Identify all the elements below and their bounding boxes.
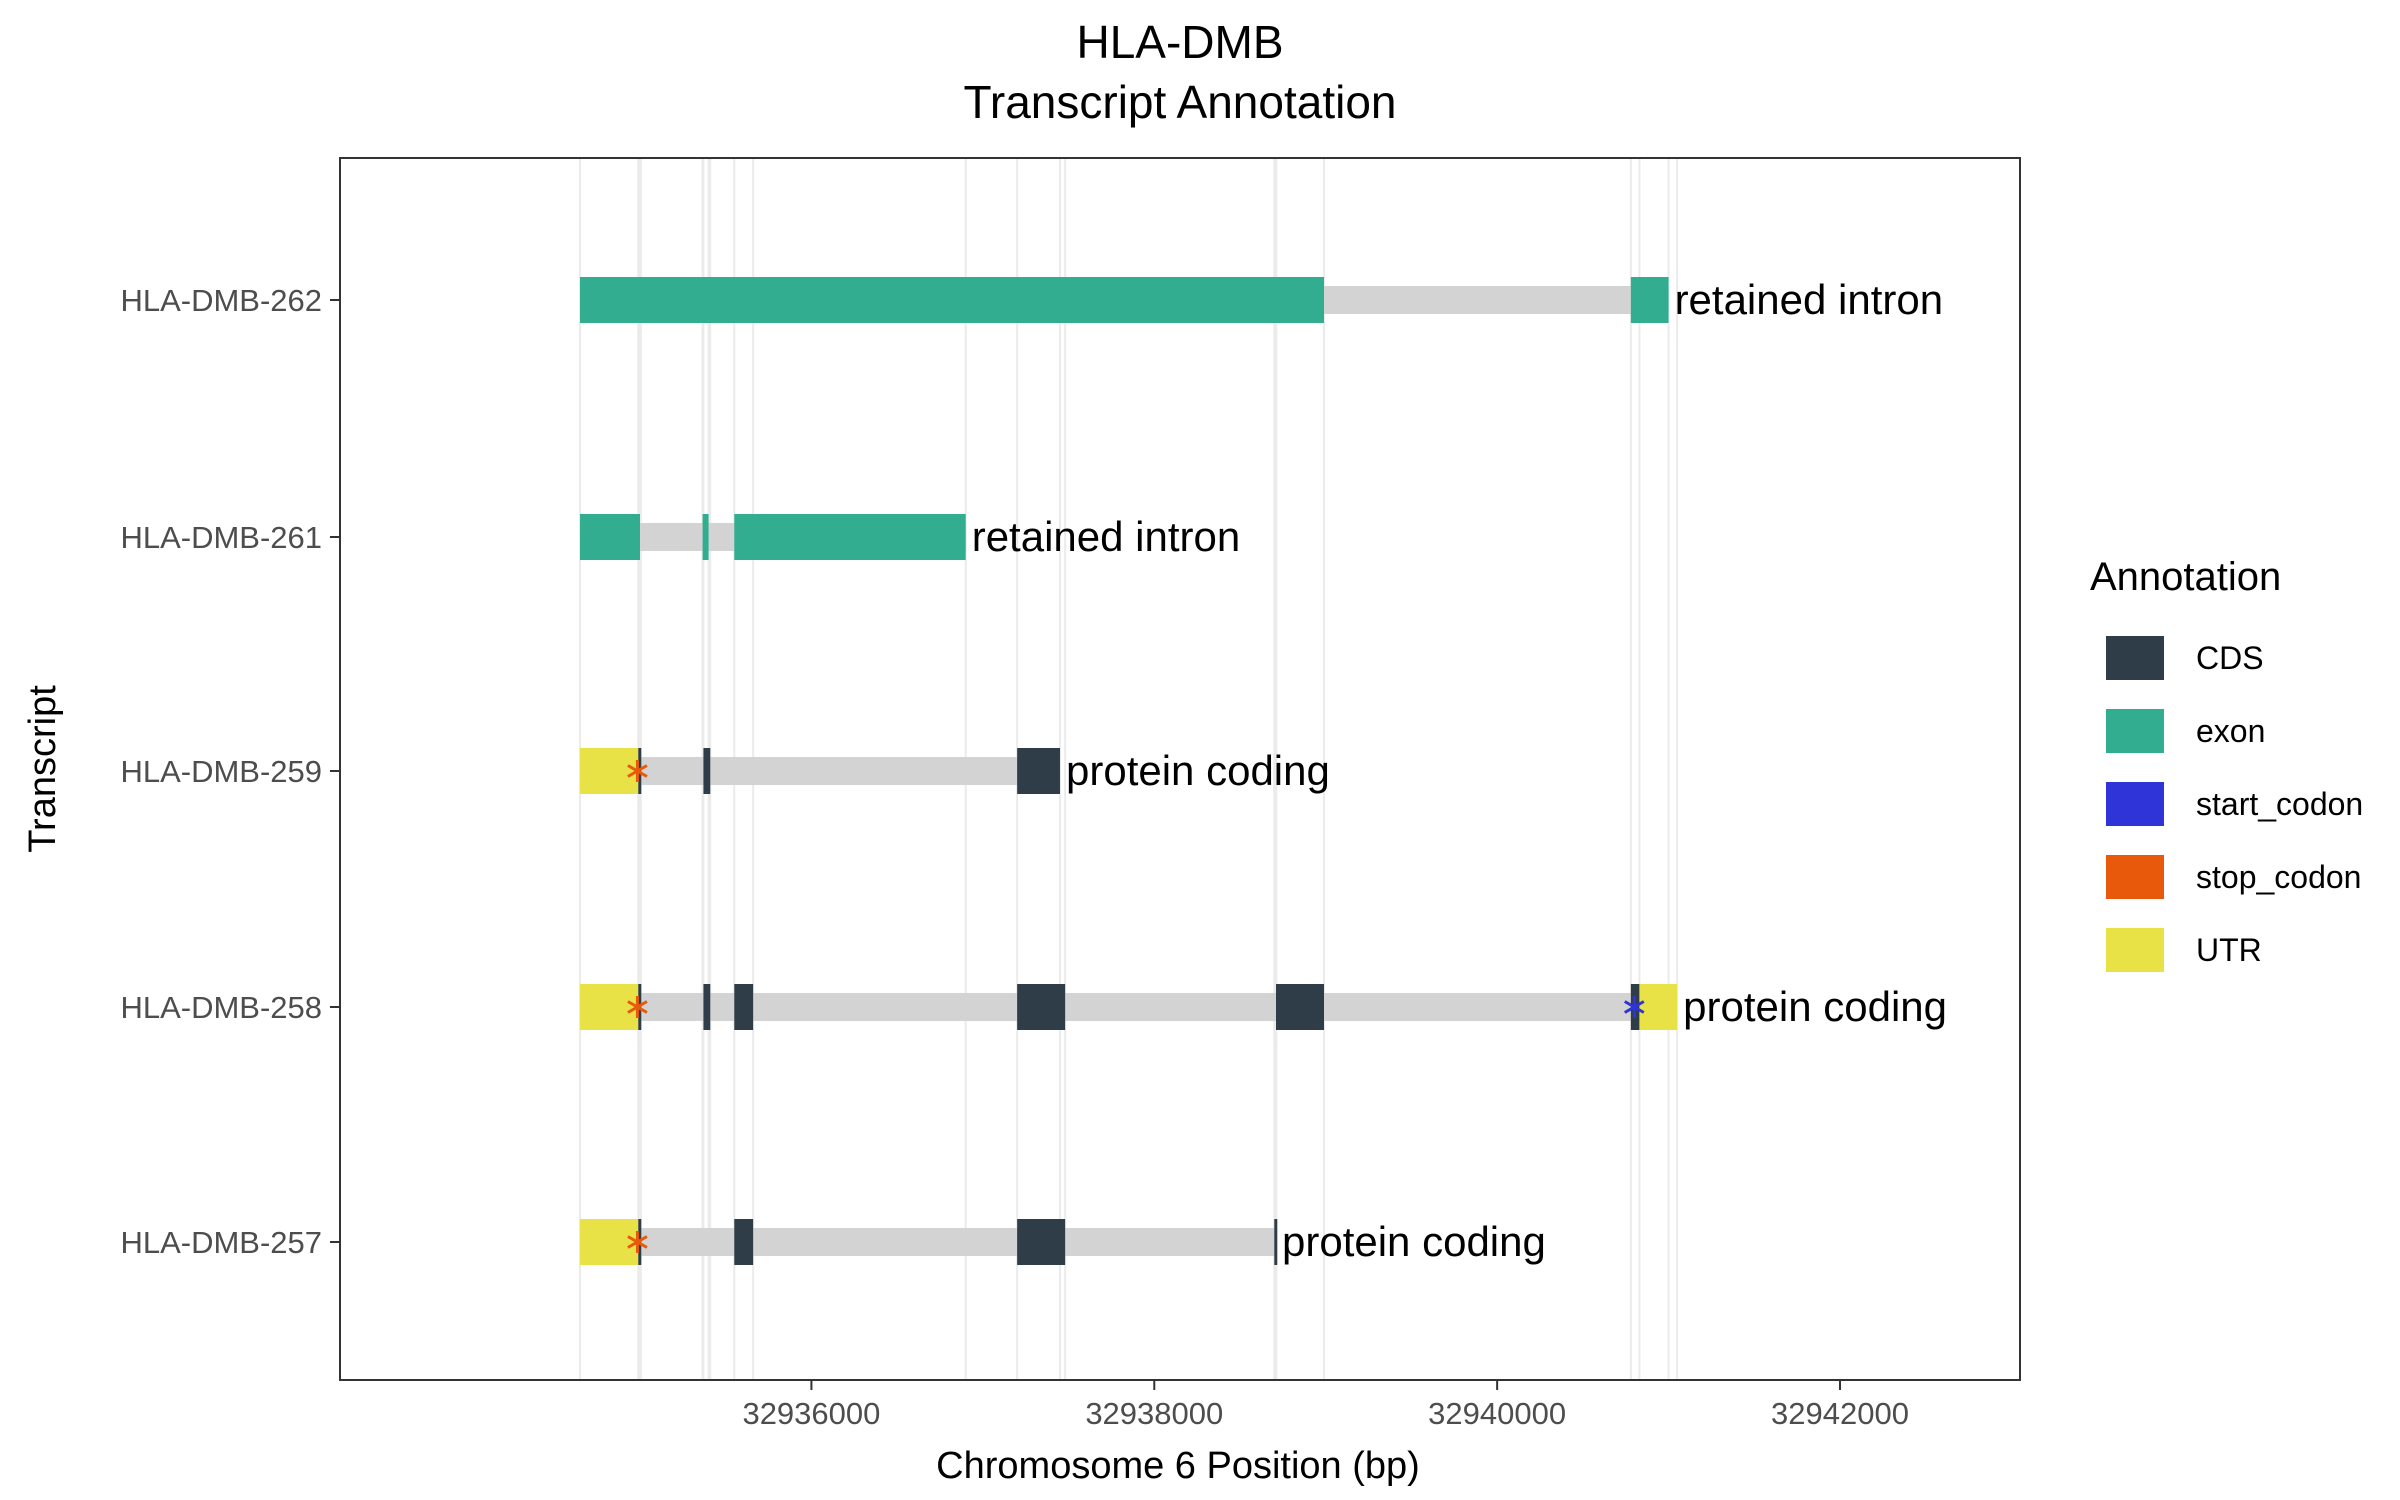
biotype-label: protein coding bbox=[1066, 747, 1330, 794]
cds-block bbox=[703, 984, 711, 1030]
stop-codon-marker bbox=[627, 996, 648, 1018]
legend-label: stop_codon bbox=[2196, 859, 2361, 895]
x-axis: 32936000 32938000 32940000 32942000 bbox=[742, 1380, 1909, 1431]
codon-marker-stroke bbox=[1624, 1000, 1645, 1014]
legend-item: exon bbox=[2106, 709, 2265, 753]
legend-label: UTR bbox=[2196, 932, 2262, 968]
legend-swatch bbox=[2106, 709, 2164, 753]
legend-item: CDS bbox=[2106, 636, 2264, 680]
x-tick-label: 32938000 bbox=[1085, 1396, 1223, 1431]
plot-panel-border bbox=[339, 157, 2021, 1381]
biotype-label: protein coding bbox=[1282, 1218, 1546, 1265]
intron-line bbox=[580, 757, 1060, 785]
utr-block bbox=[580, 984, 639, 1030]
legend-item: stop_codon bbox=[2106, 855, 2361, 899]
transcript-track: protein coding bbox=[580, 983, 1947, 1030]
intron-line bbox=[580, 1228, 1276, 1256]
legend-swatch bbox=[2106, 636, 2164, 680]
y-tick-label: HLA-DMB-259 bbox=[120, 754, 322, 789]
legend-label: start_codon bbox=[2196, 786, 2363, 822]
legend-item: UTR bbox=[2106, 928, 2262, 972]
biotype-label: protein coding bbox=[1683, 983, 1947, 1030]
intron-line bbox=[580, 993, 1678, 1021]
codon-marker-stroke bbox=[627, 1235, 648, 1249]
legend-swatch bbox=[2106, 928, 2164, 972]
y-tick-label: HLA-DMB-258 bbox=[120, 990, 322, 1025]
exon-block bbox=[734, 514, 966, 560]
exon-block bbox=[1630, 277, 1669, 323]
legend-label: CDS bbox=[2196, 640, 2264, 676]
cds-block bbox=[1274, 1219, 1278, 1265]
transcript-track: protein coding bbox=[580, 747, 1330, 794]
cds-block bbox=[1017, 984, 1066, 1030]
transcript-track: retained intron bbox=[580, 276, 1943, 323]
legend-label: exon bbox=[2196, 713, 2265, 749]
stop-codon-marker bbox=[627, 760, 648, 782]
y-tick-label: HLA-DMB-262 bbox=[120, 283, 322, 318]
exon-block bbox=[580, 514, 640, 560]
y-tick-label: HLA-DMB-257 bbox=[120, 1225, 322, 1260]
exon-block bbox=[580, 277, 1324, 323]
legend: Annotation CDS exon start_codon stop_codon U… bbox=[2090, 555, 2363, 972]
x-axis-title: Chromosome 6 Position (bp) bbox=[936, 1445, 1420, 1487]
legend-swatch bbox=[2106, 855, 2164, 899]
codon-marker-stroke bbox=[627, 1000, 648, 1014]
x-tick-label: 32942000 bbox=[1771, 1396, 1909, 1431]
legend-items: CDS exon start_codon stop_codon UTR bbox=[2106, 636, 2363, 972]
utr-block bbox=[1639, 984, 1678, 1030]
cds-block bbox=[1276, 984, 1324, 1030]
stop-codon-marker bbox=[627, 1231, 648, 1253]
utr-block bbox=[580, 748, 639, 794]
x-tick-label: 32940000 bbox=[1428, 1396, 1566, 1431]
cds-block bbox=[1017, 748, 1060, 794]
y-axis: HLA-DMB-262 HLA-DMB-261 HLA-DMB-259 HLA-DMB… bbox=[120, 283, 340, 1260]
legend-title: Annotation bbox=[2090, 555, 2281, 599]
biotype-label: retained intron bbox=[972, 513, 1241, 560]
cds-block bbox=[734, 984, 754, 1030]
utr-block bbox=[580, 1219, 639, 1265]
transcript-track: retained intron bbox=[580, 513, 1240, 560]
cds-block bbox=[1017, 1219, 1066, 1265]
cds-block bbox=[703, 748, 711, 794]
biotype-label: retained intron bbox=[1675, 276, 1944, 323]
cds-block bbox=[734, 1219, 754, 1265]
codon-marker-stroke bbox=[627, 764, 648, 778]
y-tick-label: HLA-DMB-261 bbox=[120, 520, 322, 555]
legend-swatch bbox=[2106, 782, 2164, 826]
x-tick-label: 32936000 bbox=[742, 1396, 880, 1431]
exon-block bbox=[702, 514, 709, 560]
plot-marks: retained intron retained intron protein co… bbox=[580, 276, 1947, 1265]
y-axis-title: Transcript bbox=[22, 685, 64, 853]
chart-subtitle: Transcript Annotation bbox=[964, 76, 1397, 128]
transcript-track: protein coding bbox=[580, 1218, 1546, 1265]
chart-title: HLA-DMB bbox=[1076, 16, 1283, 68]
start-codon-marker bbox=[1624, 996, 1645, 1018]
legend-item: start_codon bbox=[2106, 782, 2363, 826]
